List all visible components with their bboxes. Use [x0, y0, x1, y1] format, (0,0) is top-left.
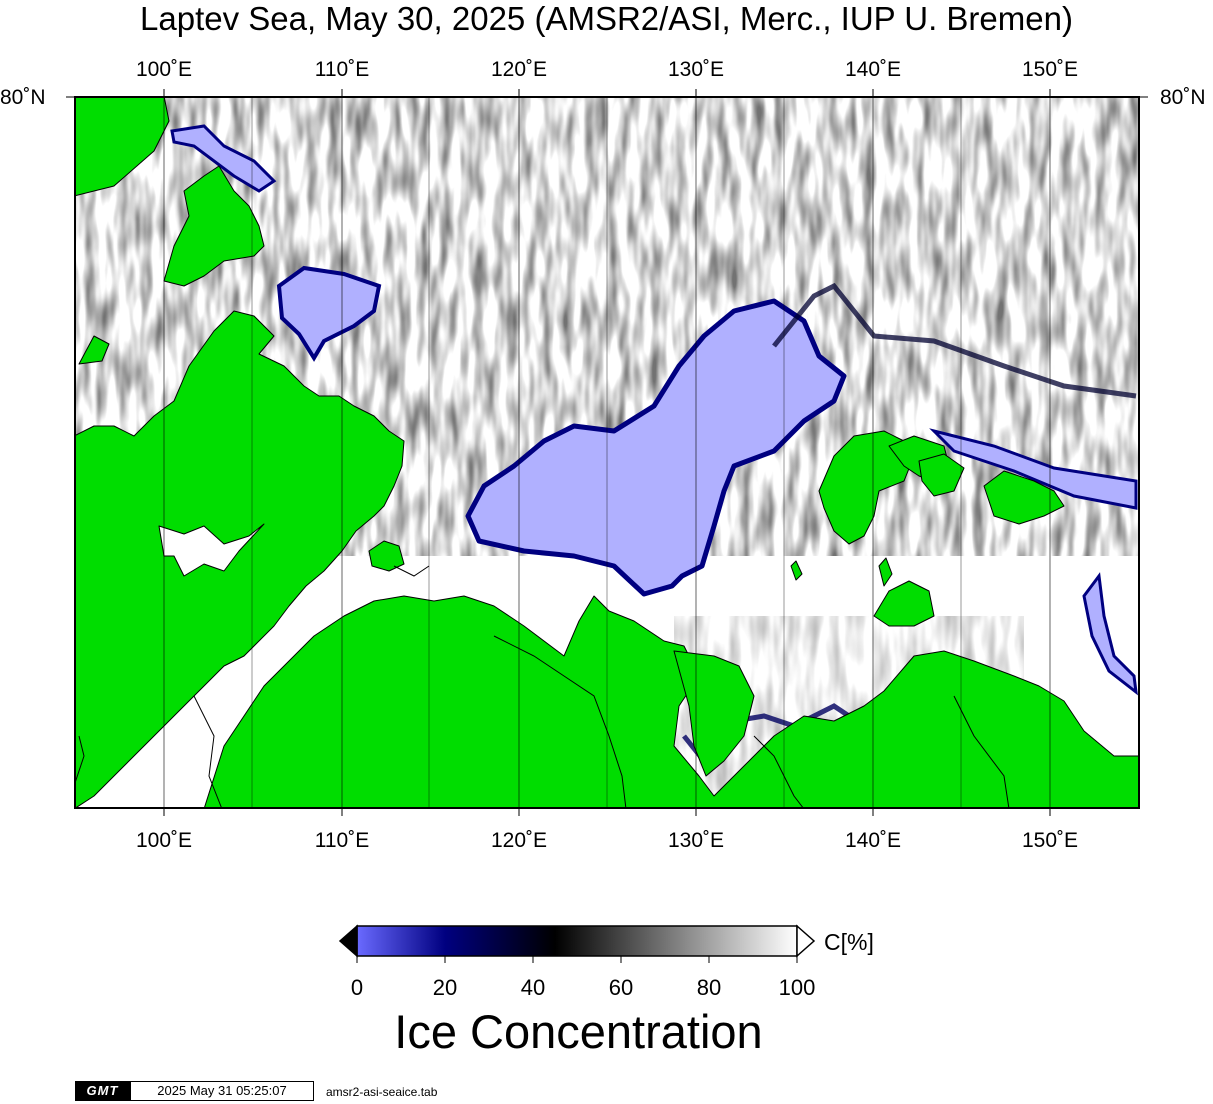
lon-label-top-120: 120˚E [490, 58, 548, 81]
lon-label-bottom-120: 120˚E [490, 829, 548, 852]
colorbar-low-triangle [338, 924, 358, 958]
colorbar-ticks [356, 956, 798, 963]
coast-detail [74, 565, 1010, 809]
colorbar-high-triangle [796, 924, 816, 958]
severnaya-zemlya-east [163, 165, 265, 287]
map-title: Laptev Sea, May 30, 2025 (AMSR2/ASI, Mer… [140, 0, 1073, 37]
bolshoy-lyakhovsky [873, 580, 935, 627]
lon-label-bottom-140: 140˚E [844, 829, 902, 852]
polynya-dark-fringe [772, 282, 1137, 399]
new-siberian-faddeyevsky [918, 453, 965, 497]
lena-delta-coast [673, 650, 755, 777]
lon-label-top-140: 140˚E [844, 58, 902, 81]
lon-label-top-130: 130˚E [667, 58, 725, 81]
colorbar-tick-60: 60 [608, 975, 634, 1000]
colorbar-gradient [356, 925, 798, 957]
lat-label-left: 80˚N [0, 86, 46, 109]
colorbar-tick-80: 80 [696, 975, 722, 1000]
colorbar-tick-20: 20 [432, 975, 458, 1000]
polynya-west [276, 265, 382, 362]
polynya-strip-east [929, 428, 1138, 510]
mainland-south [203, 595, 1140, 809]
begichev-island [368, 540, 405, 572]
lon-label-bottom-150: 150˚E [1021, 829, 1079, 852]
lon-label-top-110: 110˚E [314, 58, 370, 81]
colorbar-tick-0: 0 [350, 975, 364, 1000]
small-island-nw [78, 335, 110, 365]
meridian-gridlines [163, 96, 1051, 809]
polynya-central [465, 298, 847, 597]
polynya-strip-north [170, 124, 277, 193]
stolbovoy-island [878, 557, 893, 587]
new-siberia-island [983, 470, 1065, 525]
taymyr-peninsula [74, 310, 405, 809]
map-panel [74, 96, 1140, 809]
land-masses [74, 96, 1140, 809]
open-water-areas [170, 124, 1138, 766]
colorbar-tick-100: 100 [778, 975, 816, 1000]
lon-label-bottom-110: 110˚E [314, 829, 370, 852]
lon-label-bottom-130: 130˚E [667, 829, 725, 852]
source-filename: amsr2-asi-seaice.tab [326, 1085, 438, 1099]
lon-label-top-100: 100˚E [135, 58, 193, 81]
timestamp: 2025 May 31 05:25:07 [130, 1081, 314, 1101]
small-island-east [790, 560, 803, 581]
severnaya-zemlya-west [74, 96, 170, 197]
lon-label-bottom-100: 100˚E [135, 829, 193, 852]
colorbar-title: Ice Concentration [394, 1005, 763, 1058]
gmt-logo: GMT [75, 1081, 130, 1101]
lat-label-right: 80˚N [1160, 86, 1206, 109]
new-siberian-kotelny [818, 430, 915, 545]
polynya-strip-river [1082, 572, 1138, 696]
map-canvas [74, 96, 1140, 809]
colorbar-tick-40: 40 [520, 975, 546, 1000]
taymyr-inlet [158, 523, 265, 577]
lon-label-top-150: 150˚E [1021, 58, 1079, 81]
colorbar-unit-label: C[%] [824, 929, 874, 955]
